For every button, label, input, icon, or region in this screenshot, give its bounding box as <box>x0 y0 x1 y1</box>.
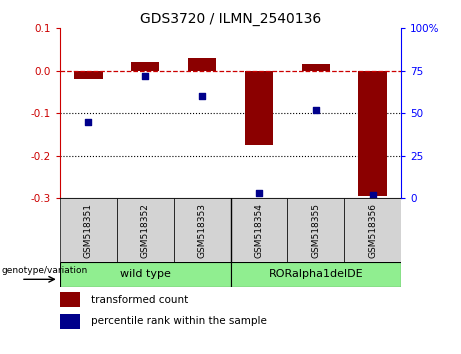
Point <box>369 192 376 198</box>
Point <box>255 190 263 196</box>
Text: RORalpha1delDE: RORalpha1delDE <box>268 269 363 279</box>
Text: GSM518354: GSM518354 <box>254 202 263 258</box>
Point <box>312 107 319 113</box>
FancyBboxPatch shape <box>60 198 117 262</box>
Bar <box>358 71 387 196</box>
FancyBboxPatch shape <box>230 262 401 287</box>
FancyBboxPatch shape <box>117 198 174 262</box>
Bar <box>301 64 330 71</box>
Text: genotype/variation: genotype/variation <box>1 266 88 275</box>
Point <box>85 119 92 125</box>
FancyBboxPatch shape <box>344 198 401 262</box>
Bar <box>74 71 102 79</box>
Text: GSM518353: GSM518353 <box>198 202 207 258</box>
Point <box>198 93 206 99</box>
Bar <box>188 58 216 71</box>
Bar <box>60 314 80 329</box>
FancyBboxPatch shape <box>60 262 230 287</box>
Text: GSM518352: GSM518352 <box>141 202 150 258</box>
Bar <box>131 62 160 71</box>
Text: percentile rank within the sample: percentile rank within the sample <box>91 316 266 326</box>
Title: GDS3720 / ILMN_2540136: GDS3720 / ILMN_2540136 <box>140 12 321 26</box>
FancyBboxPatch shape <box>174 198 230 262</box>
Text: GSM518351: GSM518351 <box>84 202 93 258</box>
FancyBboxPatch shape <box>287 198 344 262</box>
Text: transformed count: transformed count <box>91 295 188 305</box>
Bar <box>60 292 80 307</box>
Bar <box>245 71 273 145</box>
FancyBboxPatch shape <box>230 198 287 262</box>
Point <box>142 73 149 79</box>
Text: GSM518355: GSM518355 <box>311 202 320 258</box>
Text: wild type: wild type <box>120 269 171 279</box>
Text: GSM518356: GSM518356 <box>368 202 377 258</box>
